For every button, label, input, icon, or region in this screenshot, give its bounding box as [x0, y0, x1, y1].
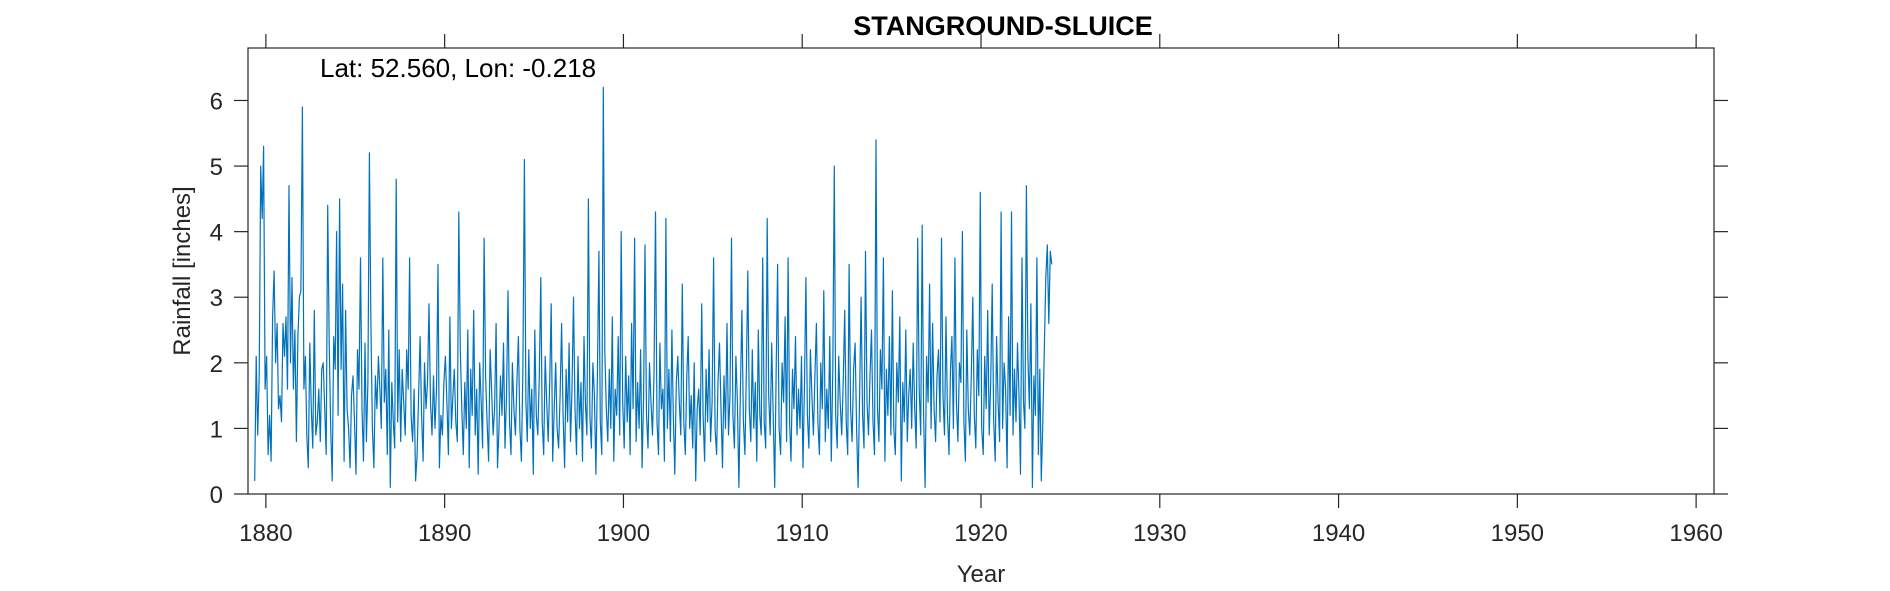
y-tick-labels: 0 1 2 3 4 5 6 — [210, 88, 223, 509]
x-tick-label: 1910 — [776, 520, 829, 547]
y-tick-label: 2 — [210, 351, 223, 378]
x-axis-label: Year — [957, 561, 1006, 588]
x-tick-label: 1940 — [1312, 520, 1365, 547]
y-tick-label: 1 — [210, 416, 223, 443]
y-tick-label: 4 — [210, 220, 223, 247]
x-tick-label: 1890 — [418, 520, 471, 547]
y-tick-label: 6 — [210, 88, 223, 115]
y-tick-label: 3 — [210, 285, 223, 312]
chart-title: STANGROUND-SLUICE — [853, 11, 1153, 41]
x-tick-label: 1950 — [1491, 520, 1544, 547]
x-tick-label: 1930 — [1133, 520, 1186, 547]
x-tick-label: 1920 — [954, 520, 1007, 547]
x-tick-label: 1960 — [1669, 520, 1722, 547]
x-tick-label: 1880 — [239, 520, 292, 547]
rainfall-series-line — [254, 86, 1053, 488]
y-tick-label: 0 — [210, 482, 223, 509]
x-tick-labels: 1880 1890 1900 1910 1920 1930 1940 1950 1960 — [239, 520, 1723, 547]
y-tick-label: 5 — [210, 154, 223, 181]
location-annotation: Lat: 52.560, Lon: -0.218 — [320, 53, 596, 83]
y-axis-label: Rainfall [inches] — [169, 186, 196, 355]
x-tick-label: 1900 — [597, 520, 650, 547]
axis-ticks — [234, 34, 1728, 508]
